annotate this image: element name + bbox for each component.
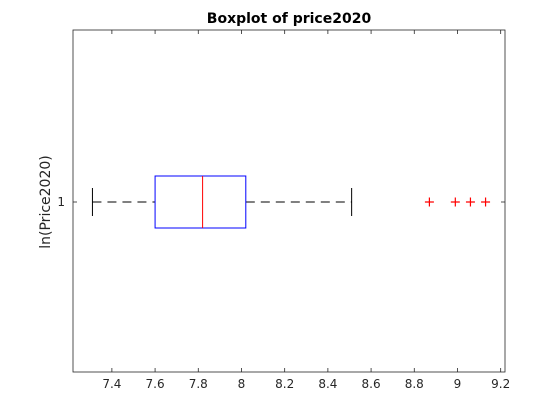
x-tick-label: 8.8: [405, 377, 424, 391]
outliers: [424, 197, 491, 207]
y-tick-label: 1: [57, 195, 65, 209]
box-group: [91, 175, 353, 229]
outlier-marker: [481, 197, 491, 207]
x-tick-label: 8.4: [318, 377, 337, 391]
y-axis-label: ln(Price2020): [38, 155, 54, 248]
x-tick-label: 7.6: [146, 377, 165, 391]
outlier-marker: [465, 197, 475, 207]
x-tick-label: 7.4: [102, 377, 121, 391]
interquartile-box: [154, 175, 247, 229]
x-tick-label: 8.6: [362, 377, 381, 391]
outlier-marker: [450, 197, 460, 207]
x-tick-label: 8.2: [275, 377, 294, 391]
outlier-marker: [424, 197, 434, 207]
axes: 7.4 7.6 7.8 8 8.2 8.4 8.6 8.8 9 9.2 1: [57, 29, 510, 391]
x-tick-label: 8: [238, 377, 246, 391]
plot-area-frame: [72, 29, 506, 373]
x-tick-label: 9.2: [491, 377, 510, 391]
chart-title: Boxplot of price2020: [207, 11, 372, 27]
x-tick-label: 7.8: [189, 377, 208, 391]
x-tick-label: 9: [454, 377, 462, 391]
